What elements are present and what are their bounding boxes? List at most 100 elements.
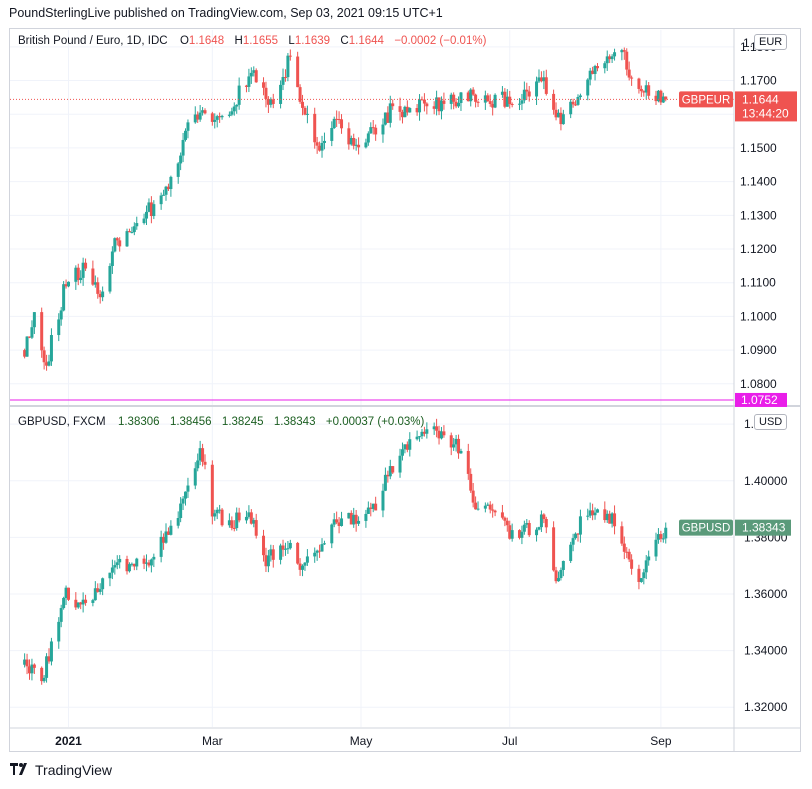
gbpeur-candle-body [283, 77, 287, 79]
gbpusd-candle-body [508, 525, 512, 539]
gbpusd-symbol-label: GBPUSD [682, 523, 731, 535]
gbpeur-candle-body [84, 262, 88, 269]
gbpusd-candle-body [244, 516, 248, 521]
gbpusd-candle-body [639, 578, 643, 582]
gbpusd-candle-body [398, 455, 402, 473]
gbpeur-candle-body [642, 91, 646, 93]
unit-eur-button[interactable]: EUR [754, 34, 788, 50]
gbpusd-candle-body [271, 549, 275, 560]
gbpusd-candle-body [466, 450, 470, 474]
gbpeur-candle-body [67, 281, 71, 287]
gbpusd-candle-body [554, 570, 558, 582]
tradingview-footer[interactable]: TradingView [10, 762, 112, 778]
gbpusd-candle-body [149, 559, 153, 566]
axes: 2021MarMayJulSep1.18001.17001.16001.1500… [10, 29, 800, 751]
gbpusd-candle-body [298, 563, 302, 570]
gbpeur-candle-body [166, 186, 170, 190]
gbpeur-candle-body [193, 114, 197, 123]
gbpusd-candle-body [127, 564, 131, 572]
gbpusd-candle-body [340, 518, 344, 526]
gbpusd-candle-body [252, 520, 256, 524]
bottom-legend-o: 1.38306 [117, 416, 160, 428]
gbpeur-candle-body [330, 127, 334, 141]
gbpusd-candle-body [115, 562, 119, 566]
gbpusd-candle-body [544, 518, 548, 528]
gbpusd-candle-body [130, 563, 134, 565]
gbpusd-candle-body [322, 543, 326, 545]
gbpusd-candle-body [74, 599, 78, 608]
gbpusd-candle-body [483, 505, 487, 509]
top-legend-l-label: L [288, 35, 295, 47]
gbpusd-candle-body [595, 509, 599, 513]
gbpeur-candle-body [517, 103, 521, 105]
gbpeur-candle-body [203, 110, 207, 114]
gbpusd-candle-body [454, 438, 458, 445]
gbpusd-candle-body [559, 569, 563, 579]
gbpusd-candle-body [369, 507, 373, 509]
gbpusd-candle-body [196, 460, 200, 469]
gbpusd-candle-body [93, 588, 97, 601]
gbpeur-candle-body [622, 50, 626, 52]
gbpusd-candle-body [354, 514, 358, 524]
gbpeur-candle-body [130, 232, 134, 234]
gbpeur-candle-body [252, 70, 256, 73]
gbpusd-candle-body [269, 549, 273, 556]
gbpusd-candle-body [561, 560, 565, 570]
gbpusd-candle-body [32, 664, 36, 668]
publisher-line: PoundSterlingLive published on TradingVi… [9, 6, 443, 20]
gbpeur-candle-body [593, 66, 597, 74]
gbpusd-candle-body [30, 664, 34, 674]
gbpusd-candle-body [186, 485, 190, 492]
gbpeur-candle-body [254, 70, 258, 83]
gbpusd-candle-body [552, 527, 556, 571]
gbpeur-candle-body [527, 91, 531, 97]
gbpeur-candle-body [400, 111, 404, 118]
gbpeur-candle-body [591, 70, 595, 74]
gbpeur-candle-body [40, 312, 44, 351]
gbpeur-candle-body [281, 77, 285, 85]
gbpeur-candle-body [127, 231, 131, 233]
gbpeur-candle-body [357, 144, 361, 148]
gbpeur-candle-body [64, 284, 68, 287]
gbpeur-candle-body [25, 336, 29, 357]
top-legend-c-label: C [340, 35, 349, 47]
gbpusd-price-label-bg [735, 519, 791, 536]
gbpeur-candle-body [525, 89, 529, 92]
gbpusd-candle-body [500, 512, 504, 518]
gbpusd-candle-body [57, 621, 61, 642]
gbpeur-candle-body [42, 350, 46, 363]
gbpeur-candle-body [118, 240, 122, 247]
gbpeur-candle-body [664, 96, 668, 100]
gbpusd-candle-body [201, 448, 205, 462]
unit-usd-button[interactable]: USD [754, 414, 788, 430]
gbpusd-candle-body [335, 519, 339, 523]
gbpeur-candle-body [383, 112, 387, 125]
gbpusd-candle-body [391, 466, 395, 473]
gbpeur-candle-body [398, 106, 402, 112]
gbpeur-y-tick-1.1500: 1.1500 [740, 141, 777, 155]
gbpeur-candle-body [437, 97, 441, 112]
gbpeur-candle-body [266, 98, 270, 105]
gbpeur-candle-body [369, 127, 373, 134]
gbpeur-candle-body [520, 100, 524, 104]
gbpusd-candle-body [62, 597, 66, 609]
gbpusd-candle-body [179, 503, 183, 519]
bottom-legend-c: 1.38343 [273, 416, 316, 428]
gbpeur-candle-body [269, 99, 273, 105]
gbpeur-candle-body [62, 284, 66, 311]
top-pane-candles [10, 47, 734, 401]
gbpusd-candle-body [230, 520, 234, 528]
gbpeur-candle-body [215, 116, 219, 120]
gbpeur-candle-body [476, 101, 480, 103]
gbpeur-candle-body [535, 81, 539, 97]
gbpusd-candle-body [162, 536, 166, 543]
gbpeur-candle-body [425, 103, 429, 107]
gbpusd-candle-body [457, 438, 461, 454]
gbpeur-candle-body [366, 133, 370, 143]
gbpusd-candle-body [249, 512, 253, 524]
gbpeur-y-tick-1.1200: 1.1200 [740, 242, 777, 256]
gbpeur-candle-body [561, 114, 565, 125]
gbpusd-candle-body [571, 538, 575, 545]
gbpeur-candle-body [408, 108, 412, 113]
